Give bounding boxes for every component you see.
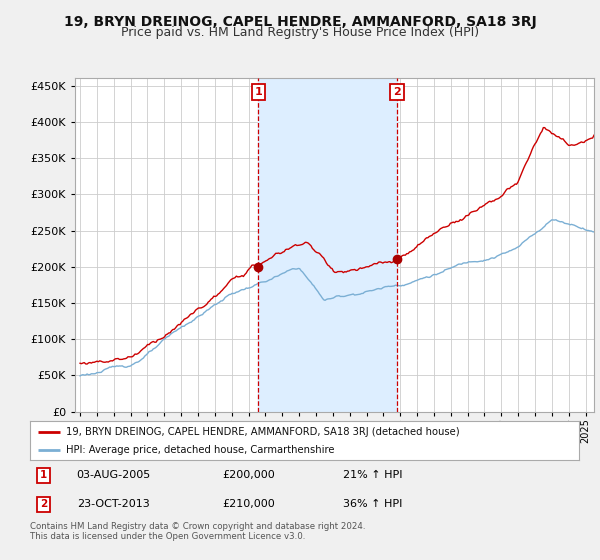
Text: 03-AUG-2005: 03-AUG-2005 bbox=[77, 470, 151, 480]
Bar bbox=[259, 78, 397, 412]
Text: 1: 1 bbox=[40, 470, 47, 480]
Text: Contains HM Land Registry data © Crown copyright and database right 2024.
This d: Contains HM Land Registry data © Crown c… bbox=[30, 522, 365, 542]
Text: 21% ↑ HPI: 21% ↑ HPI bbox=[343, 470, 403, 480]
Text: 19, BRYN DREINOG, CAPEL HENDRE, AMMANFORD, SA18 3RJ: 19, BRYN DREINOG, CAPEL HENDRE, AMMANFOR… bbox=[64, 15, 536, 29]
Text: 23-OCT-2013: 23-OCT-2013 bbox=[77, 500, 149, 509]
Text: 1: 1 bbox=[254, 87, 262, 97]
Text: 2: 2 bbox=[393, 87, 401, 97]
Text: £200,000: £200,000 bbox=[222, 470, 275, 480]
Text: £210,000: £210,000 bbox=[222, 500, 275, 509]
Text: 36% ↑ HPI: 36% ↑ HPI bbox=[343, 500, 403, 509]
Text: HPI: Average price, detached house, Carmarthenshire: HPI: Average price, detached house, Carm… bbox=[65, 445, 334, 455]
Text: Price paid vs. HM Land Registry's House Price Index (HPI): Price paid vs. HM Land Registry's House … bbox=[121, 26, 479, 39]
Text: 19, BRYN DREINOG, CAPEL HENDRE, AMMANFORD, SA18 3RJ (detached house): 19, BRYN DREINOG, CAPEL HENDRE, AMMANFOR… bbox=[65, 427, 460, 437]
Text: 2: 2 bbox=[40, 500, 47, 509]
